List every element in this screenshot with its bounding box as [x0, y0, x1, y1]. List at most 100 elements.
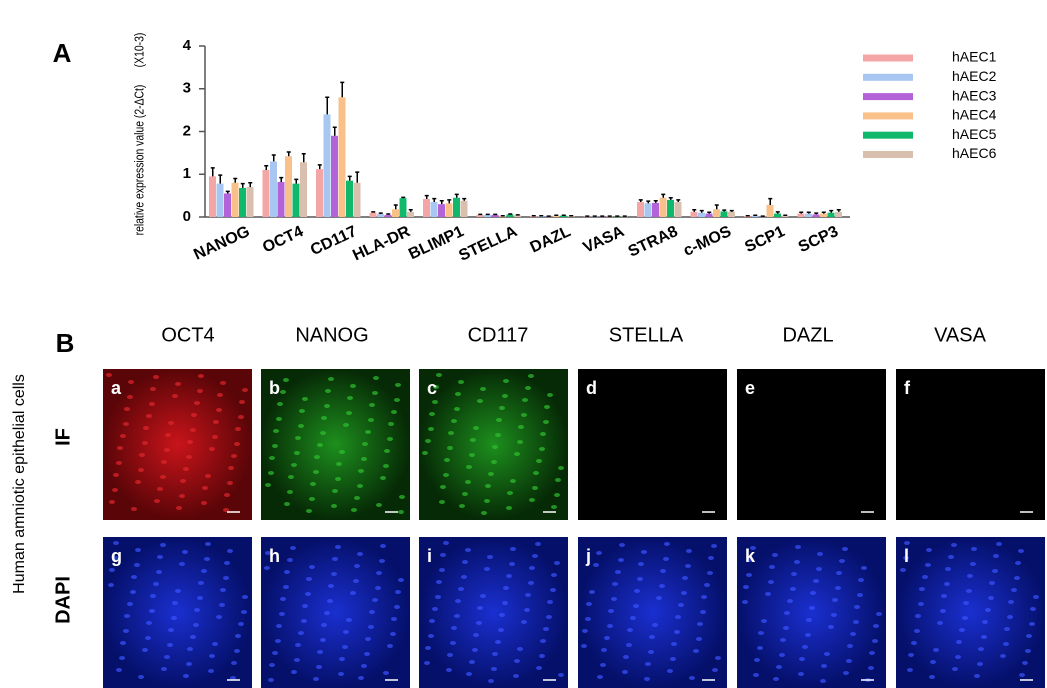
cell	[835, 586, 841, 590]
cell	[502, 394, 508, 398]
cell	[332, 489, 338, 493]
bar	[300, 162, 307, 217]
cell	[915, 614, 921, 618]
cell	[123, 629, 129, 633]
cell	[451, 419, 457, 423]
cell	[113, 473, 119, 477]
cell	[391, 617, 397, 621]
cell	[302, 397, 308, 401]
cell	[555, 478, 561, 482]
cell	[130, 590, 136, 594]
x-tick-label: NANOG	[191, 223, 252, 264]
cell	[336, 462, 342, 466]
cell	[506, 574, 512, 578]
cell	[754, 658, 760, 662]
bar	[407, 211, 414, 217]
bar	[820, 213, 827, 217]
micrograph	[103, 369, 252, 520]
micrograph	[896, 537, 1045, 688]
cell	[466, 672, 472, 676]
cell	[914, 629, 920, 633]
error-bar	[462, 197, 467, 201]
bar	[827, 212, 835, 217]
cell	[461, 575, 467, 579]
cell	[161, 460, 167, 464]
cell	[846, 659, 852, 663]
column-header: CD117	[468, 324, 529, 346]
cell	[146, 621, 152, 625]
cell	[201, 501, 207, 505]
cell	[551, 573, 557, 577]
cell	[634, 589, 640, 593]
cell	[283, 585, 289, 589]
x-tick-label: HLA-DR	[350, 223, 413, 265]
bar	[346, 180, 353, 217]
cell	[387, 644, 393, 648]
error-bar	[218, 174, 223, 184]
cell	[944, 582, 950, 586]
cell	[517, 440, 523, 444]
cell	[712, 668, 718, 672]
cell	[375, 586, 381, 590]
cell	[154, 499, 160, 503]
cell	[582, 629, 588, 633]
legend-label: hAEC3	[952, 87, 997, 103]
cell	[123, 422, 129, 426]
cell	[480, 387, 486, 391]
cell	[343, 423, 349, 427]
cell	[506, 506, 512, 510]
cell	[521, 413, 527, 417]
cell	[440, 485, 446, 489]
cell	[443, 473, 449, 477]
cell	[638, 562, 644, 566]
cell	[331, 504, 337, 508]
bar	[231, 182, 239, 217]
cell	[317, 443, 323, 447]
cell	[828, 625, 834, 629]
error-bar	[210, 167, 215, 177]
cell	[272, 651, 278, 655]
cell	[373, 376, 379, 380]
cell	[1019, 673, 1025, 677]
cell	[816, 567, 822, 571]
error-bar	[279, 176, 284, 182]
cell	[168, 628, 174, 632]
cell	[395, 383, 401, 387]
cell	[925, 563, 931, 567]
bar	[239, 187, 246, 217]
cell	[842, 547, 848, 551]
error-bar	[799, 211, 804, 214]
cell	[372, 598, 378, 602]
cell	[224, 561, 230, 565]
bar	[797, 213, 805, 217]
bar	[423, 199, 430, 217]
cell	[678, 603, 684, 607]
error-bar	[393, 204, 398, 210]
cell	[212, 435, 218, 439]
cell	[128, 380, 134, 384]
cell	[989, 581, 995, 585]
cell	[180, 479, 186, 483]
cell	[711, 544, 717, 548]
cell	[926, 548, 932, 552]
cell	[907, 668, 913, 672]
error-bar	[775, 211, 780, 214]
cell	[908, 653, 914, 657]
cell	[977, 662, 983, 666]
cell	[299, 409, 305, 413]
y-axis-unit: (X10-3)	[132, 33, 146, 68]
cell	[212, 642, 218, 646]
cell	[269, 663, 275, 667]
cell	[383, 671, 389, 675]
cell	[604, 636, 610, 640]
bar	[262, 169, 270, 217]
x-tick-label: STELLA	[456, 223, 520, 265]
cell	[361, 664, 367, 668]
cell	[495, 640, 501, 644]
cell	[831, 613, 837, 617]
cell	[234, 442, 240, 446]
cell	[339, 657, 345, 661]
cell	[836, 571, 842, 575]
cell	[652, 623, 658, 627]
cell	[967, 574, 973, 578]
